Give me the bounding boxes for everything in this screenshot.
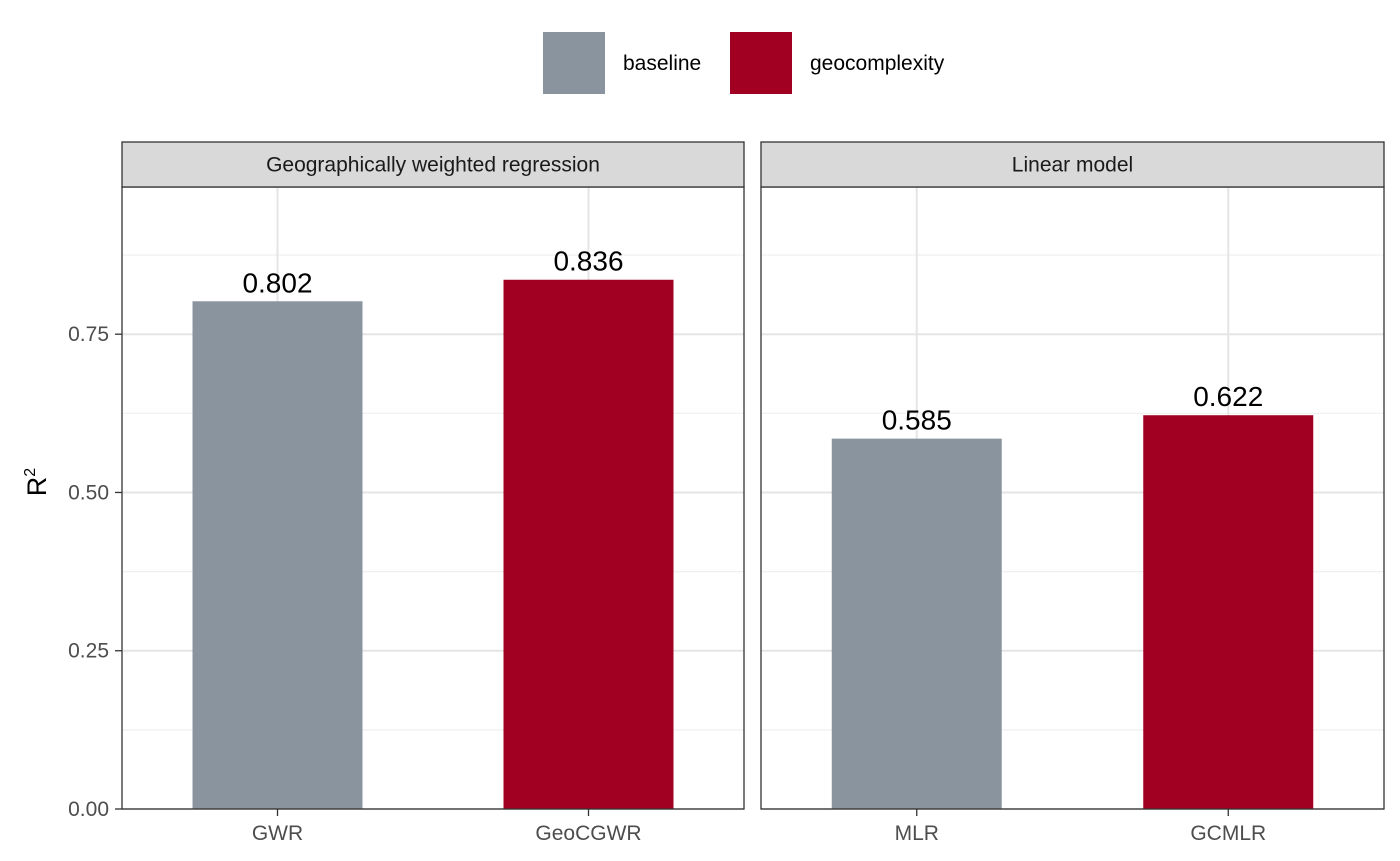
x-tick-label-GWR: GWR xyxy=(252,822,303,845)
y-tick-label: 0.75 xyxy=(68,323,109,346)
y-tick-label: 0.25 xyxy=(68,640,109,663)
facet-strip xyxy=(760,141,1385,188)
data-label-GeoCGWR: 0.836 xyxy=(553,246,623,277)
y-axis-title-superscript: 2 xyxy=(22,468,39,477)
y-tick-label: 0.00 xyxy=(68,798,109,821)
y-tick-label: 0.50 xyxy=(68,481,109,504)
y-axis-title: R2 xyxy=(22,468,52,497)
legend-label-geocomplexity: geocomplexity xyxy=(810,52,945,75)
legend-key-baseline xyxy=(543,32,605,94)
facet-strip xyxy=(121,141,745,188)
x-tick-label-MLR: MLR xyxy=(895,822,939,845)
data-label-GWR: 0.802 xyxy=(242,267,312,298)
bar-GWR xyxy=(192,301,363,809)
x-tick-label-GCMLR: GCMLR xyxy=(1190,822,1266,845)
y-axis-title-base: R xyxy=(22,477,52,497)
y-axis: 0.00 0.25 0.50 0.75 xyxy=(68,323,122,821)
bar-GCMLR xyxy=(1143,415,1314,809)
data-label-GCMLR: 0.622 xyxy=(1193,381,1263,412)
facet-panels: 0.802 GWR 0.836 GeoCGWR Geographically weigh… xyxy=(121,141,1385,845)
facet-strip-label: Linear model xyxy=(1012,154,1133,177)
legend-key-geocomplexity xyxy=(730,32,792,94)
x-tick-label-GeoCGWR: GeoCGWR xyxy=(535,822,641,845)
panel-2: 0.585 MLR 0.622 GCMLR Linear model xyxy=(760,141,1385,845)
panel-1: 0.802 GWR 0.836 GeoCGWR Geographically weigh… xyxy=(121,141,745,845)
facet-strip-label: Geographically weighted regression xyxy=(266,154,600,177)
legend-label-baseline: baseline xyxy=(623,52,701,75)
bar-GeoCGWR xyxy=(503,279,674,809)
data-label-MLR: 0.585 xyxy=(882,405,952,436)
legend: baseline geocomplexity xyxy=(543,32,945,94)
bar-MLR xyxy=(831,438,1002,809)
